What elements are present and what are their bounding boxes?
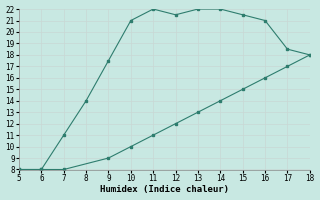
X-axis label: Humidex (Indice chaleur): Humidex (Indice chaleur) (100, 185, 229, 194)
